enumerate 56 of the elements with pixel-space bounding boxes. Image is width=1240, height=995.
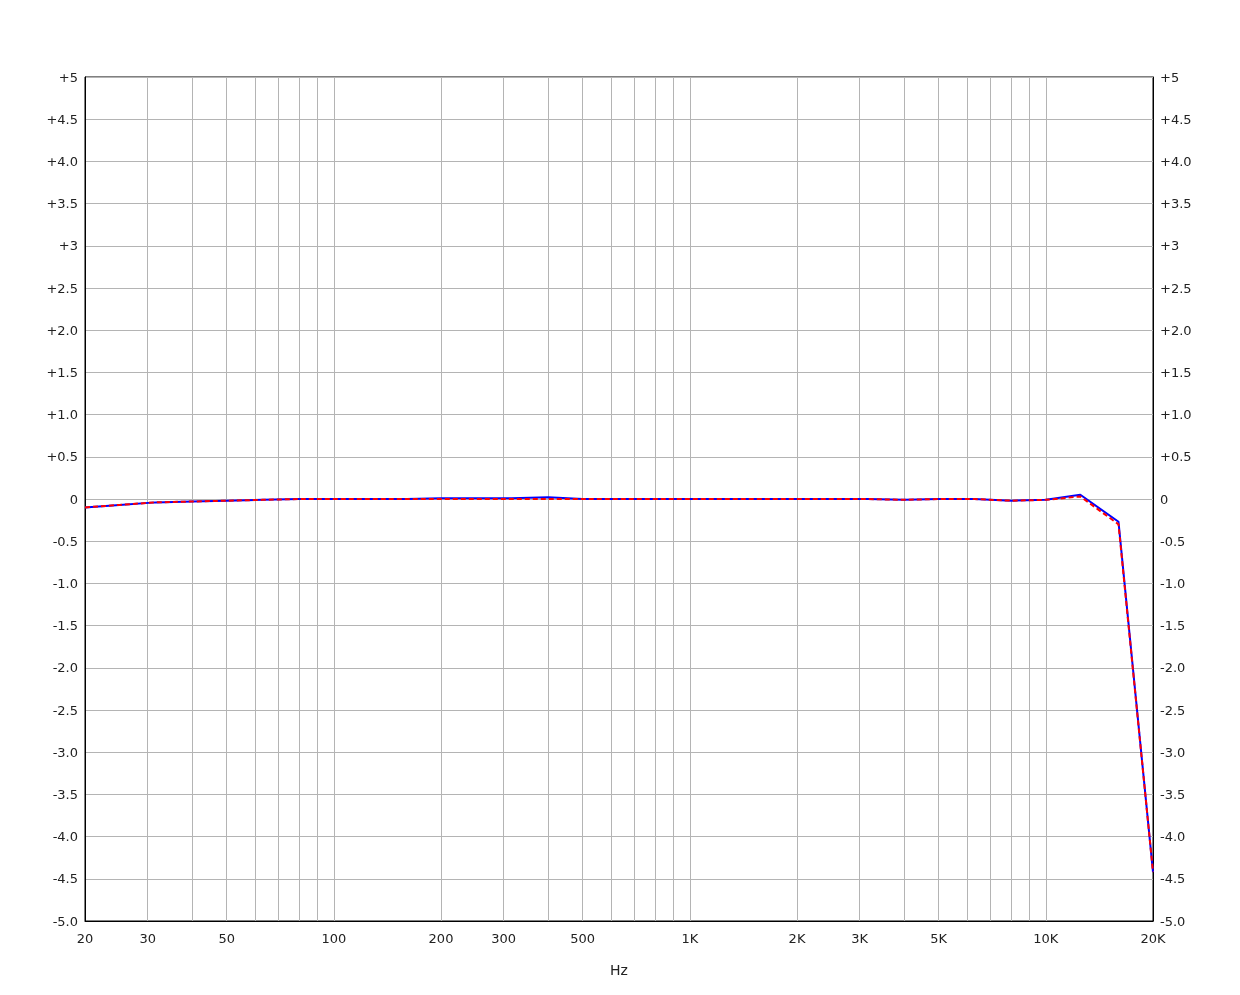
y2-tick-label: -2.5 <box>1160 702 1186 718</box>
x-tick-label: 500 <box>570 931 596 946</box>
y-tick-label: +3 <box>58 238 78 254</box>
y2-tick-label: -5.0 <box>1160 913 1186 929</box>
x-tick-label: 20K <box>1140 931 1166 946</box>
y2-tick-label: +3.5 <box>1160 196 1192 212</box>
y2-tick-label: +2.5 <box>1160 280 1192 296</box>
y-tick-label: +4.0 <box>46 153 78 169</box>
y2-tick-label: +5 <box>1160 69 1180 85</box>
y-tick-label: -4.0 <box>52 829 78 845</box>
x-tick-label: 100 <box>321 931 347 946</box>
y-tick-label: -1.5 <box>52 618 78 634</box>
y-tick-label: -5.0 <box>52 913 78 929</box>
y-tick-label: +2.0 <box>46 322 78 338</box>
y-tick-label: -2.5 <box>52 702 78 718</box>
y2-tick-label: +4.5 <box>1160 111 1192 127</box>
x-tick-label: 2K <box>788 931 806 946</box>
y-tick-label: +4.5 <box>46 111 78 127</box>
y2-tick-label: -4.0 <box>1160 829 1186 845</box>
x-tick-label: 300 <box>491 931 517 946</box>
y2-tick-label: -3.5 <box>1160 786 1186 802</box>
y-tick-label: -1.0 <box>52 575 78 591</box>
y-tick-label: -3.5 <box>52 786 78 802</box>
y-tick-label: +3.5 <box>46 196 78 212</box>
x-tick-label: 30 <box>139 931 156 946</box>
y2-tick-label: +4.0 <box>1160 153 1192 169</box>
x-tick-label: 5K <box>930 931 948 946</box>
x-tick-label: 50 <box>218 931 235 946</box>
y-tick-label: -3.0 <box>52 744 78 760</box>
y2-tick-label: +1.5 <box>1160 364 1192 380</box>
y-tick-label: +5 <box>58 69 78 85</box>
x-tick-label: 3K <box>851 931 869 946</box>
y2-tick-label: +0.5 <box>1160 449 1192 465</box>
x-tick-label: 200 <box>428 931 454 946</box>
x-tick-label: 10K <box>1033 931 1059 946</box>
y-tick-label: +1.5 <box>46 364 78 380</box>
y-tick-label: +1.0 <box>46 407 78 423</box>
y2-tick-label: 0 <box>1160 491 1169 507</box>
x-axis-title: Hz <box>610 962 628 978</box>
y2-tick-label: -3.0 <box>1160 744 1186 760</box>
y2-tick-label: -1.5 <box>1160 618 1186 634</box>
y-tick-label: -0.5 <box>52 533 78 549</box>
y-tick-label: -2.0 <box>52 660 78 676</box>
y2-tick-label: -4.5 <box>1160 871 1186 887</box>
y-tick-label: +0.5 <box>46 449 78 465</box>
y2-tick-label: +2.0 <box>1160 322 1192 338</box>
y-tick-label: 0 <box>69 491 78 507</box>
y2-tick-label: -1.0 <box>1160 575 1186 591</box>
x-tick-label: 20 <box>76 931 94 946</box>
y2-tick-label: +1.0 <box>1160 407 1192 423</box>
x-tick-label: 1K <box>681 931 699 946</box>
y2-tick-label: -0.5 <box>1160 533 1186 549</box>
y2-tick-label: -2.0 <box>1160 660 1186 676</box>
y2-tick-label: +3 <box>1160 238 1180 254</box>
y-tick-label: +2.5 <box>46 280 78 296</box>
y-tick-label: -4.5 <box>52 871 78 887</box>
